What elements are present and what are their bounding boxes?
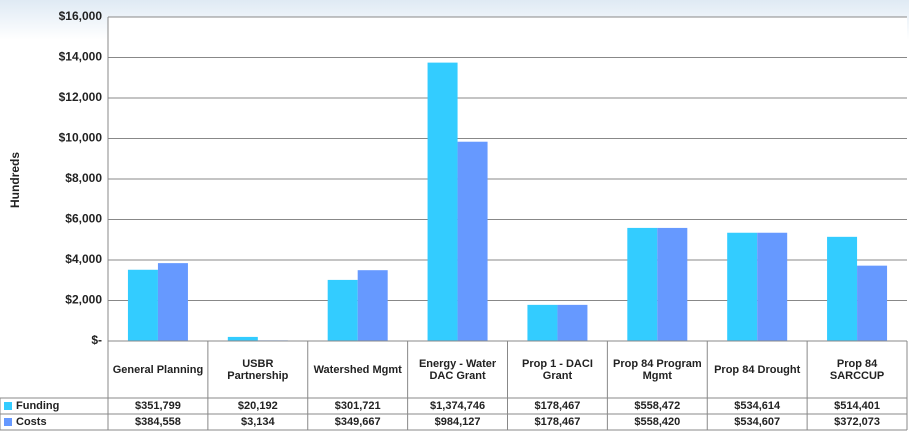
x-tick-label: Watershed Mgmt	[313, 363, 402, 376]
x-tick-label: Prop 84 Program Mgmt	[612, 357, 702, 382]
bar	[527, 304, 558, 341]
data-table-value: $558,472	[634, 400, 681, 412]
data-table-value: $534,607	[734, 416, 781, 428]
data-table-value: $514,401	[834, 400, 880, 412]
bar	[457, 141, 488, 341]
x-tick-label: Energy - Water DAC Grant	[418, 357, 497, 382]
data-table-value: $534,614	[734, 400, 781, 412]
y-tick-label: $6,000	[65, 212, 102, 226]
y-tick-label: $12,000	[59, 90, 103, 104]
y-tick-label: $-	[91, 333, 102, 347]
y-tick-label: $8,000	[65, 171, 102, 185]
bar	[357, 270, 388, 341]
y-tick-label: $4,000	[65, 252, 102, 266]
bar	[727, 232, 758, 341]
data-table-value: $1,374,746	[430, 400, 486, 412]
x-tick-label: Prop 1 - DACI Grant	[521, 357, 593, 382]
y-tick-label: $10,000	[59, 131, 103, 145]
y-tick-label: $16,000	[59, 9, 103, 23]
legend-label: Costs	[16, 416, 47, 428]
bar	[227, 336, 258, 341]
x-tick-label: Prop 84 SARCCUP	[829, 357, 885, 382]
bar	[157, 263, 188, 341]
legend-swatch	[4, 402, 12, 410]
legend-label: Funding	[16, 400, 60, 412]
bar	[627, 227, 658, 341]
bar	[327, 279, 358, 341]
x-tick-label: General Planning	[112, 363, 204, 376]
data-table-value: $558,420	[634, 416, 681, 428]
data-table-value: $349,667	[334, 416, 381, 428]
y-axis-title: Hundreds	[8, 152, 22, 208]
bar	[427, 62, 458, 342]
bar	[557, 304, 588, 341]
bar	[827, 236, 858, 341]
data-table-value: $3,134	[240, 416, 275, 428]
data-table-value: $984,127	[434, 416, 481, 428]
x-tick-label: Prop 84 Drought	[714, 363, 801, 376]
y-tick-label: $2,000	[65, 293, 102, 307]
x-tick-label: USBR Partnership	[227, 357, 289, 382]
data-table-value: $301,721	[334, 400, 381, 412]
bar	[757, 232, 788, 341]
y-tick-label: $14,000	[59, 50, 103, 64]
data-table-value: $372,073	[834, 416, 880, 428]
data-table-value: $20,192	[237, 400, 278, 412]
bar	[127, 269, 158, 341]
data-table-value: $384,558	[134, 416, 181, 428]
data-table-value: $351,799	[134, 400, 181, 412]
bar	[857, 265, 888, 341]
bar	[657, 227, 688, 341]
legend-swatch	[4, 418, 12, 426]
data-table-value: $178,467	[534, 400, 581, 412]
data-table-value: $178,467	[534, 416, 581, 428]
